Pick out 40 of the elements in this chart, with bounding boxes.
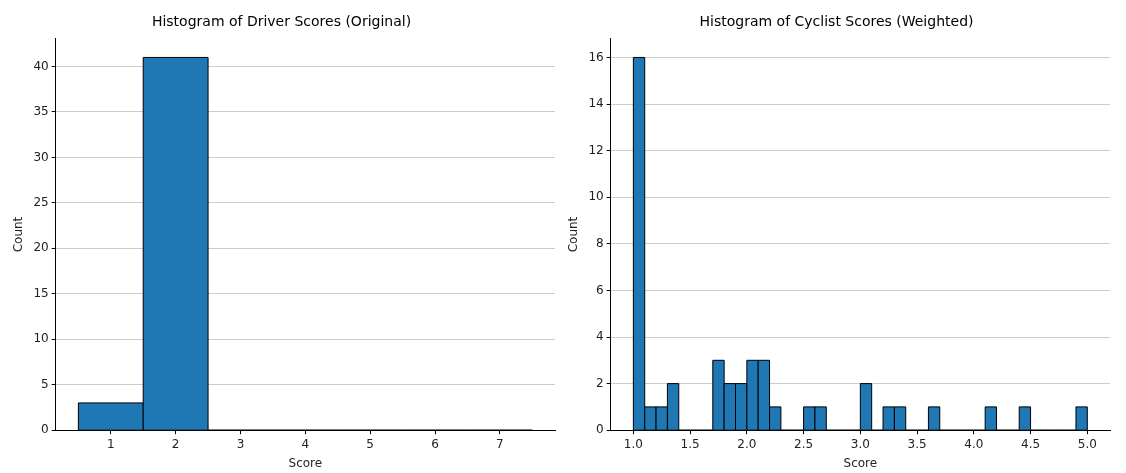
x-tick-label: 3.5 — [907, 436, 927, 451]
x-tick-label: 6 — [431, 436, 439, 451]
y-tick-label: 25 — [33, 195, 49, 210]
chart-title: Histogram of Driver Scores (Original) — [151, 13, 412, 30]
y-tick-label: 6 — [596, 282, 604, 297]
y-tick-label: 8 — [596, 235, 604, 250]
y-tick-label: 0 — [596, 422, 604, 437]
x-tick-label: 4.5 — [1021, 436, 1041, 451]
y-tick-label: 0 — [41, 422, 49, 437]
x-tick-label: 3.0 — [850, 436, 870, 451]
x-tick-label: 4.0 — [964, 436, 984, 451]
x-tick-label: 3 — [236, 436, 245, 451]
x-tick-label: 7 — [496, 436, 504, 451]
y-tick-label: 15 — [33, 285, 49, 300]
y-axis-title: Count — [566, 216, 581, 253]
y-tick-label: 16 — [588, 49, 604, 64]
y-tick-label: 10 — [588, 189, 604, 204]
y-tick-label: 40 — [33, 58, 49, 73]
chart-title: Histogram of Cyclist Scores (Weighted) — [699, 13, 974, 30]
x-tick-label: 4 — [301, 436, 310, 451]
x-tick-label: 1.0 — [623, 436, 643, 451]
y-tick-label: 4 — [596, 329, 604, 344]
y-tick-label: 30 — [33, 149, 49, 164]
x-tick-label: 1 — [106, 436, 115, 451]
y-axis-title: Count — [11, 216, 26, 253]
x-axis-title: Score — [288, 455, 323, 470]
y-tick-label: 10 — [33, 331, 49, 346]
y-tick-label: 12 — [588, 142, 604, 157]
x-tick-label: 1.5 — [680, 436, 700, 451]
x-tick-label: 2.5 — [794, 436, 814, 451]
x-tick-label: 2 — [171, 436, 180, 451]
x-tick-label: 5 — [366, 436, 374, 451]
y-tick-label: 14 — [588, 96, 604, 111]
x-tick-label: 2.0 — [737, 436, 757, 451]
x-tick-label: 5.0 — [1077, 436, 1097, 451]
y-tick-label: 5 — [41, 376, 49, 391]
y-tick-label: 20 — [33, 240, 49, 255]
x-axis-title: Score — [843, 455, 878, 470]
y-tick-label: 35 — [33, 104, 49, 119]
y-tick-label: 2 — [596, 375, 604, 390]
